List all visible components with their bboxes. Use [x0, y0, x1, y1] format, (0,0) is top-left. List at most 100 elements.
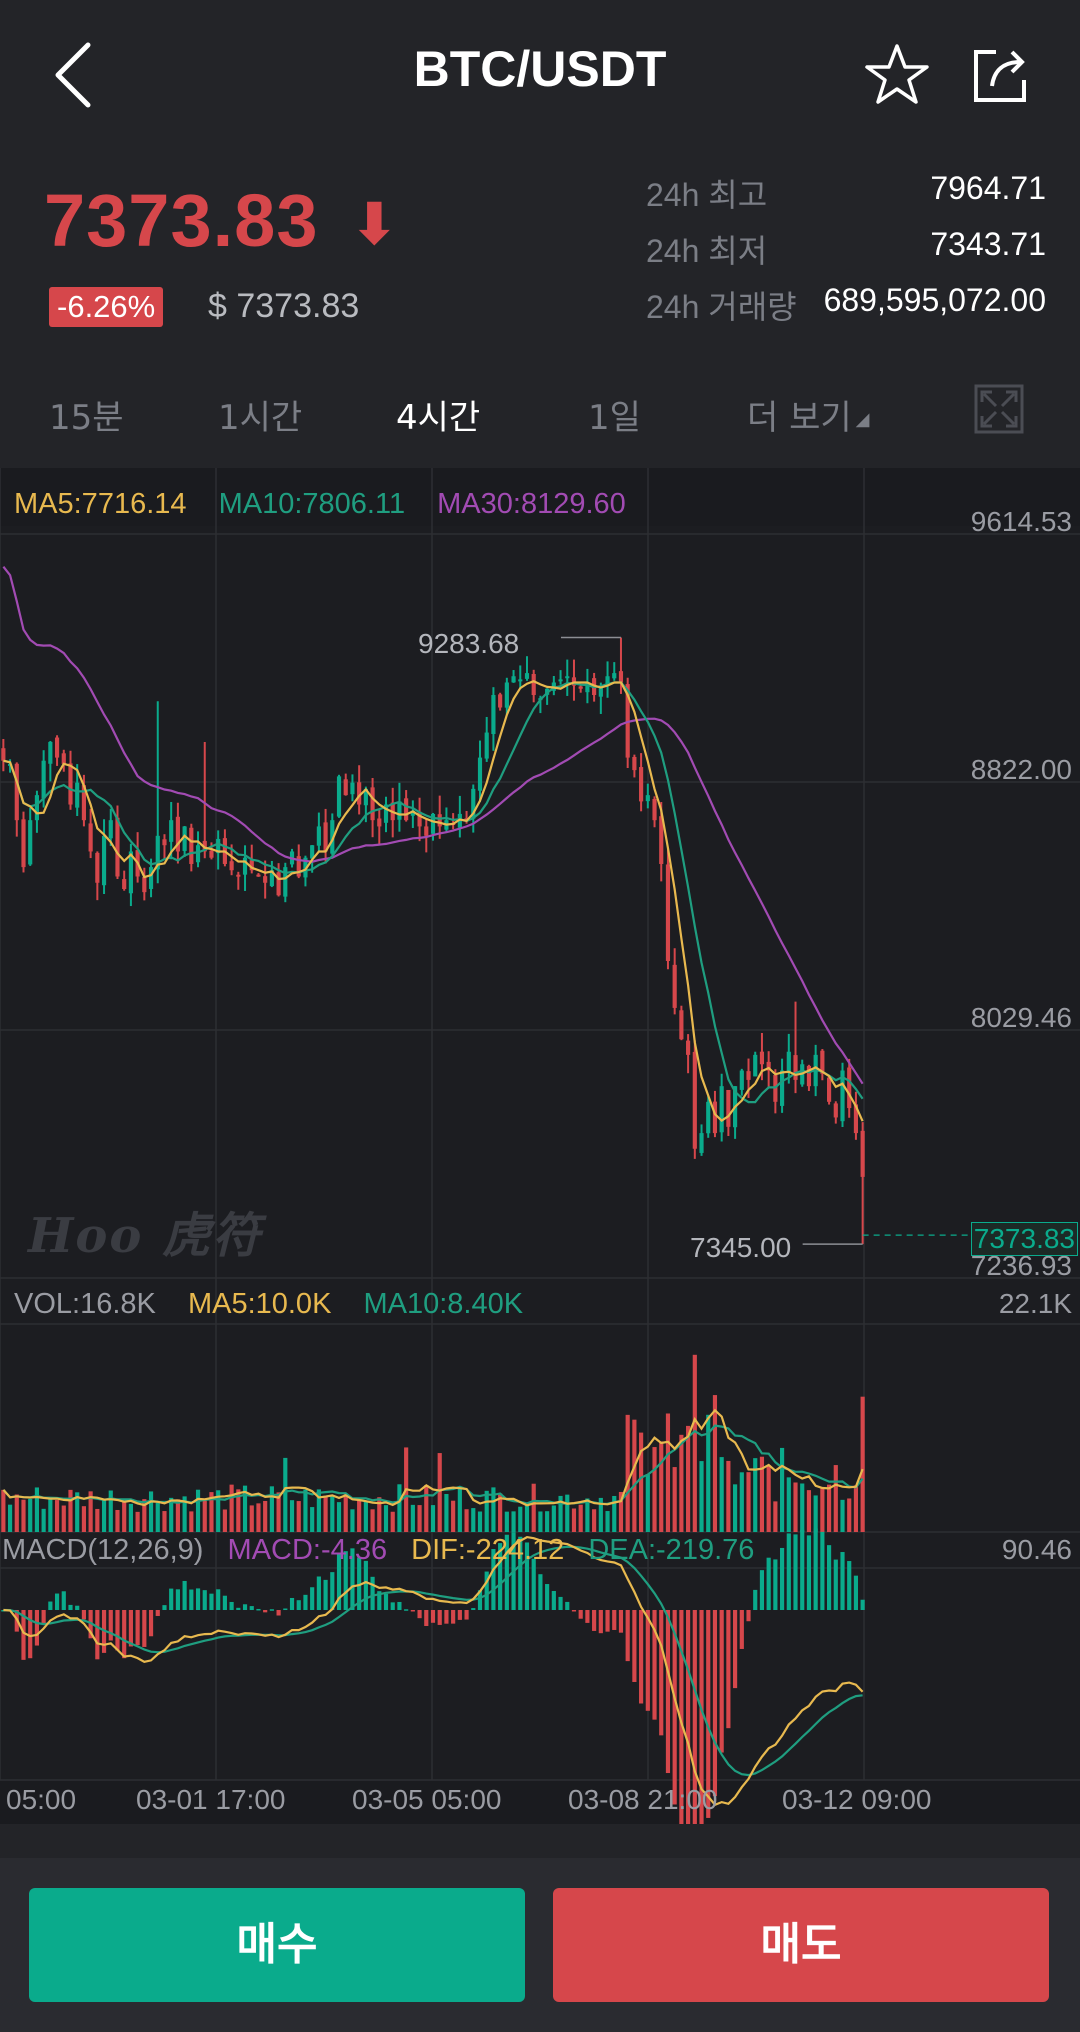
macd-value: MACD:-4.36	[227, 1534, 388, 1566]
macd-histogram-bar	[813, 1528, 818, 1610]
candle-body	[524, 673, 530, 679]
volume-bar	[229, 1484, 234, 1532]
volume-bar	[7, 1504, 13, 1532]
macd-histogram-bar	[21, 1610, 26, 1660]
volume-bar	[739, 1472, 744, 1532]
dea-value: DEA:-219.76	[588, 1534, 755, 1566]
volume-bar	[14, 1494, 19, 1532]
tab-more[interactable]: 더 보기 ◢	[747, 390, 870, 439]
sell-button[interactable]: 매도	[553, 1888, 1049, 2002]
volume-bar	[592, 1509, 597, 1532]
candle-body	[377, 818, 382, 827]
volume-bar	[491, 1487, 496, 1532]
candle-body	[229, 861, 234, 871]
candle-body	[404, 798, 409, 821]
time-tick-label: 03-12 09:00	[782, 1784, 932, 1815]
volume-bar	[733, 1484, 738, 1532]
volume-bar	[175, 1499, 180, 1532]
price-tick-label: 8029.46	[970, 1002, 1072, 1033]
candle-body	[565, 676, 570, 679]
macd-histogram-bar	[357, 1557, 362, 1610]
macd-histogram-bar	[739, 1610, 744, 1649]
stat-high: 24h 최고 7964.71	[646, 170, 1046, 220]
macd-histogram-bar	[383, 1593, 389, 1610]
vol-ma10-line	[2, 1424, 864, 1505]
volume-bar	[524, 1503, 530, 1532]
candle-body	[518, 679, 523, 682]
hoo-logo-watermark: Hoo 虎符	[28, 1208, 263, 1264]
volume-bar	[289, 1500, 295, 1532]
candle-body	[108, 820, 113, 839]
macd-histogram-bar	[484, 1571, 489, 1610]
volume-bar	[759, 1456, 765, 1532]
candle-body	[739, 1070, 744, 1090]
candle-body	[68, 763, 73, 805]
candle-body	[303, 857, 308, 878]
volume-bar	[632, 1419, 637, 1532]
candle-body	[101, 835, 107, 886]
tab-15m[interactable]: 15분	[49, 398, 124, 438]
ma5-line	[3, 680, 864, 1122]
volume-bar	[95, 1508, 100, 1532]
volume-bar	[793, 1482, 798, 1532]
macd-histogram-bar	[81, 1610, 86, 1620]
candle-body	[142, 877, 147, 893]
macd-histogram-bar	[283, 1608, 288, 1611]
buy-button[interactable]: 매수	[29, 1888, 525, 2002]
candle-body	[189, 827, 194, 864]
macd-histogram-bar	[558, 1596, 563, 1610]
macd-histogram-bar	[659, 1610, 664, 1736]
macd-histogram-bar	[350, 1548, 355, 1610]
stat-value: 7964.71	[930, 170, 1046, 206]
candle-body	[793, 1055, 798, 1080]
candle-body	[283, 867, 288, 897]
candle-body	[263, 876, 268, 883]
favorite-button[interactable]	[862, 40, 932, 110]
macd-histogram-bar	[68, 1604, 73, 1610]
macd-histogram-bar	[242, 1604, 248, 1610]
macd-histogram-bar	[464, 1610, 469, 1620]
share-button[interactable]	[966, 40, 1036, 110]
kline-chart[interactable]: MA5:7716.14 MA10:7806.11 MA30:8129.60 96…	[0, 468, 1080, 1824]
volume-bar	[518, 1506, 523, 1532]
candle-body	[585, 682, 590, 693]
volume-bar	[182, 1496, 187, 1532]
macd-histogram-bar	[840, 1552, 845, 1610]
volume-bar	[585, 1498, 590, 1532]
tab-1d[interactable]: 1일	[588, 398, 641, 438]
candle-body	[175, 816, 180, 852]
macd-histogram-bar	[410, 1610, 415, 1612]
volume-bar	[296, 1501, 301, 1532]
price-tick-label: 9614.53	[970, 506, 1072, 537]
volume-bar	[545, 1511, 550, 1532]
trade-actions: 매수 매도	[0, 1858, 1080, 2032]
candle-body	[477, 757, 483, 791]
volume-bar	[786, 1477, 791, 1532]
candle-body	[645, 795, 650, 802]
macd-histogram-bar	[276, 1610, 281, 1616]
macd-histogram-bar	[336, 1553, 342, 1610]
macd-histogram-bar	[598, 1610, 603, 1634]
candle-body	[491, 695, 496, 735]
candle-body	[242, 857, 248, 875]
candle-body	[639, 767, 644, 802]
candle-body	[786, 1051, 791, 1073]
macd-histogram-bar	[148, 1610, 154, 1637]
candle-body	[847, 1067, 852, 1109]
macd-max-label: 90.46	[1001, 1534, 1072, 1565]
volume-bar	[41, 1508, 46, 1532]
fullscreen-button[interactable]	[974, 384, 1024, 434]
candle-body	[148, 867, 154, 889]
candle-body	[504, 682, 509, 708]
vol-ma5-legend: MA5:10.0K	[187, 1288, 332, 1320]
volume-bar	[68, 1489, 73, 1532]
macd-histogram-bar	[75, 1605, 80, 1610]
back-button[interactable]	[40, 30, 110, 120]
candle-body	[484, 732, 489, 759]
tab-1h[interactable]: 1시간	[218, 398, 303, 438]
volume-bar	[75, 1492, 80, 1532]
candle-body	[162, 839, 167, 846]
candle-body	[860, 1130, 865, 1177]
volume-bar	[531, 1483, 536, 1532]
tab-4h[interactable]: 4시간	[396, 398, 481, 438]
